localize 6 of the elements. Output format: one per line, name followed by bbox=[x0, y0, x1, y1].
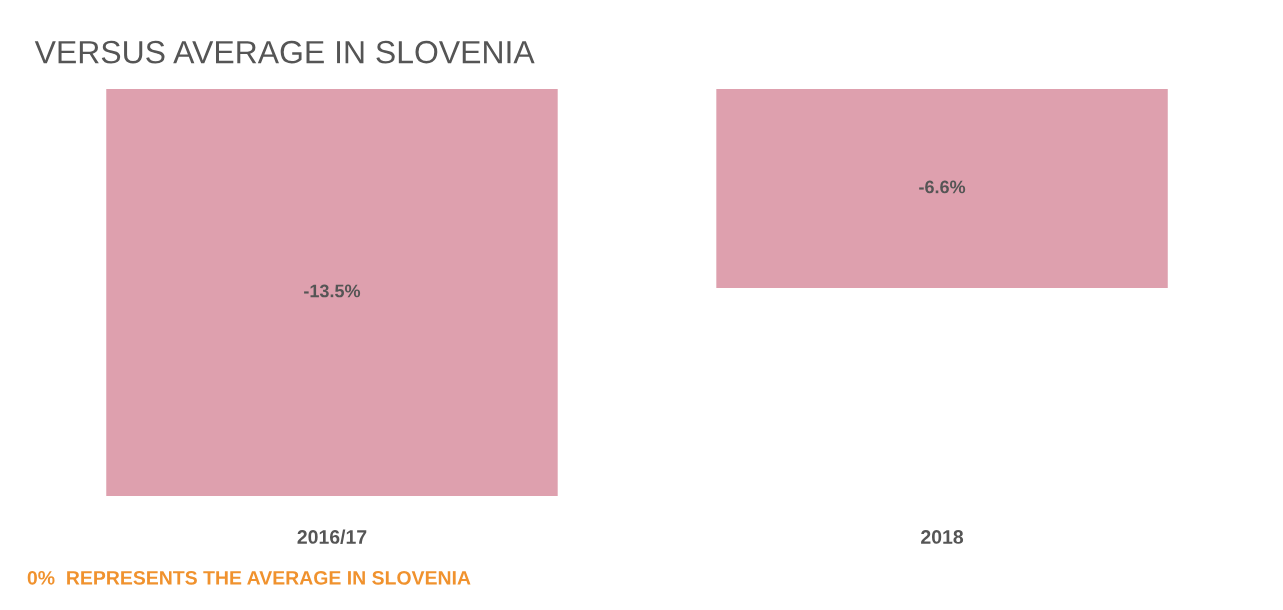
x-tick-label: 2016/17 bbox=[297, 529, 367, 545]
chart-title: VERSUS AVERAGE IN SLOVENIA bbox=[34, 40, 535, 64]
x-tick-label: 2018 bbox=[921, 530, 964, 544]
text: 0% REPRESENTS THE AVERAGE IN SLOVENIA bbox=[27, 570, 471, 585]
data-label: -6.6% bbox=[919, 180, 966, 194]
data-label: -13.5% bbox=[304, 284, 361, 298]
